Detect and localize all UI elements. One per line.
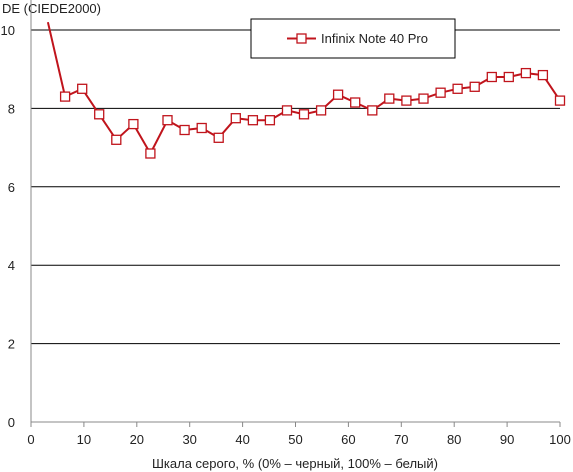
data-point-5 — [145, 148, 156, 159]
x-tick-label-10: 10 — [77, 432, 91, 447]
x-axis-label: Шкала серого, % (0% – черный, 100% – бел… — [152, 456, 438, 471]
y-tick-label-6: 6 — [8, 180, 15, 195]
y-tick-label-0: 0 — [8, 415, 15, 430]
legend: Infinix Note 40 Pro — [250, 18, 456, 59]
x-tick-label-90: 90 — [500, 432, 514, 447]
legend-entry-label: Infinix Note 40 Pro — [321, 31, 428, 46]
x-tick-label-0: 0 — [27, 432, 34, 447]
data-point-14 — [298, 109, 310, 120]
y-tick-label-2: 2 — [8, 337, 15, 352]
data-point-18 — [367, 105, 378, 116]
data-point-16 — [332, 89, 344, 100]
series-group — [46, 21, 566, 159]
x-tick-label-30: 30 — [182, 432, 196, 447]
data-point-11 — [247, 115, 259, 126]
x-tick-label-40: 40 — [235, 432, 249, 447]
y-tick-labels: 0 2 4 6 8 10 — [1, 23, 15, 430]
data-point-10 — [230, 113, 241, 124]
y-tick-label-4: 4 — [8, 258, 15, 273]
x-tick-label-100: 100 — [549, 432, 571, 447]
x-tick-label-80: 80 — [447, 432, 461, 447]
data-point-26 — [503, 71, 514, 83]
x-tick-label-60: 60 — [341, 432, 355, 447]
x-tick-label-20: 20 — [130, 432, 144, 447]
y-tick-label-8: 8 — [8, 101, 15, 116]
data-point-19 — [384, 93, 395, 104]
data-point-12 — [264, 115, 276, 126]
data-point-21 — [418, 93, 429, 104]
data-point-0 — [59, 91, 71, 102]
data-point-20 — [401, 95, 412, 106]
grid-lines — [31, 29, 560, 345]
data-point-2 — [94, 109, 105, 120]
data-point-1 — [77, 83, 88, 94]
data-point-29 — [554, 95, 566, 106]
data-point-7 — [179, 124, 190, 136]
x-tick-label-50: 50 — [288, 432, 302, 447]
y-axis-label: DE (CIEDE2000) — [2, 1, 101, 16]
data-point-4 — [128, 118, 139, 130]
data-point-13 — [281, 105, 293, 116]
data-point-22 — [435, 87, 446, 98]
data-point-6 — [162, 115, 173, 126]
axes — [30, 0, 561, 427]
data-point-25 — [486, 71, 497, 83]
x-tick-labels: 0 10 20 30 40 50 60 70 80 90 100 — [27, 432, 570, 447]
legend-box — [250, 18, 456, 59]
y-tick-label-10: 10 — [1, 23, 15, 38]
data-point-28 — [537, 69, 549, 81]
data-point-17 — [350, 97, 361, 108]
data-point-3 — [111, 134, 122, 145]
data-point-8 — [196, 122, 207, 134]
data-point-24 — [469, 81, 480, 92]
data-point-9 — [213, 132, 224, 143]
data-point-27 — [520, 67, 532, 79]
legend-marker-swatch — [296, 33, 307, 44]
x-tick-label-70: 70 — [394, 432, 408, 447]
data-point-15 — [315, 105, 327, 116]
data-point-23 — [452, 83, 463, 94]
